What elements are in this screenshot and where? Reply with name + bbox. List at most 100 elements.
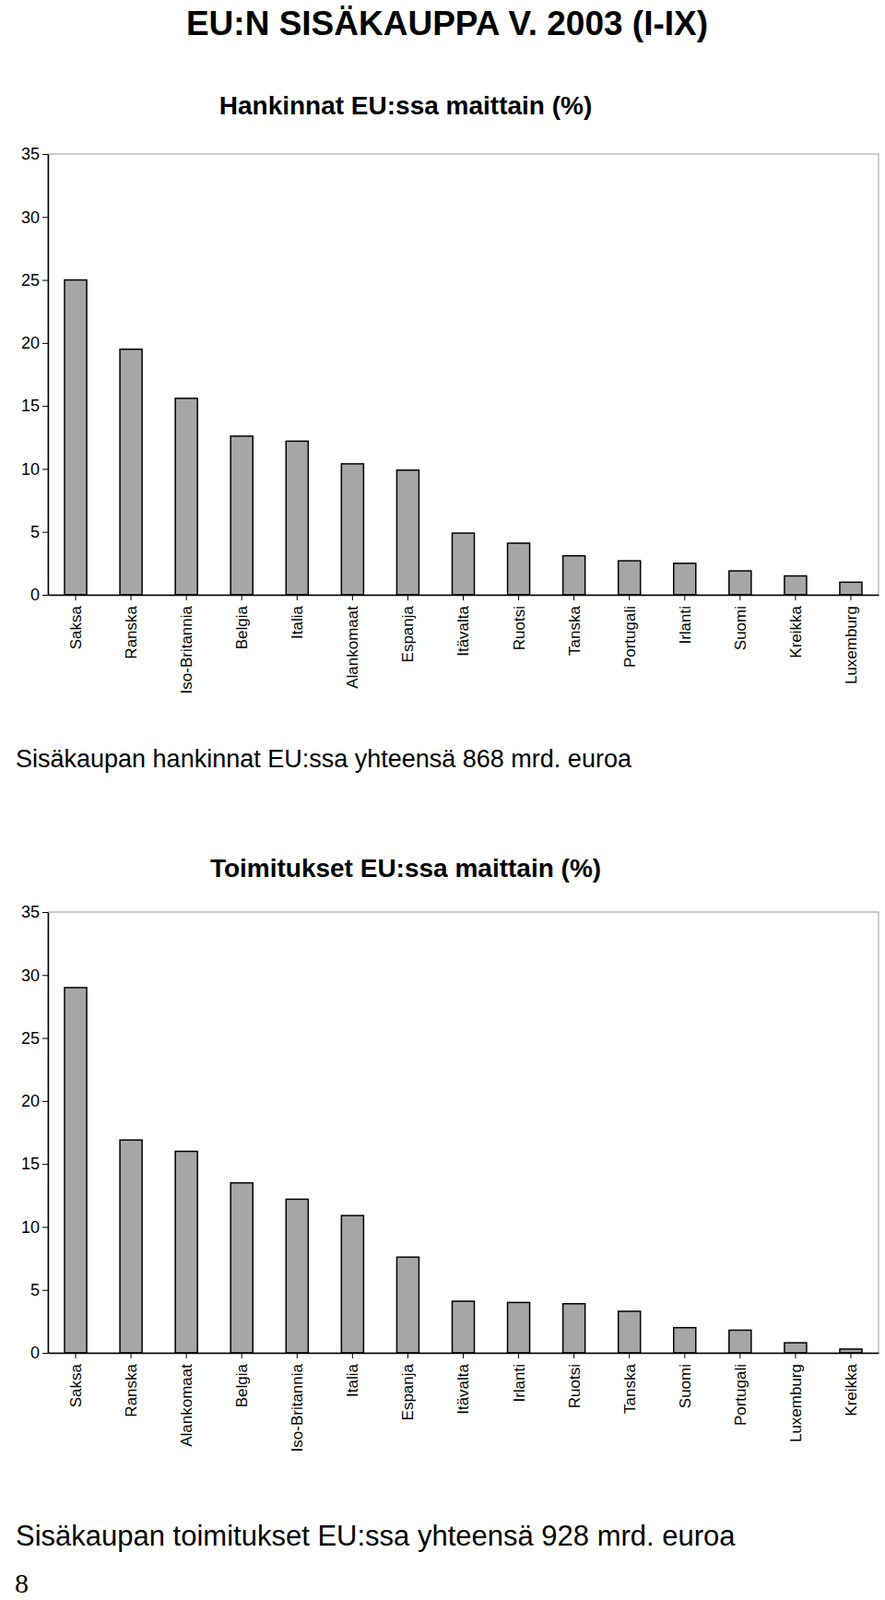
x-tick-mark <box>518 1352 520 1358</box>
x-tick-mark <box>518 594 520 601</box>
x-tick-mark <box>352 1352 354 1358</box>
x-tick: Iso-Britannia <box>288 1352 307 1452</box>
bars <box>64 280 862 595</box>
x-tick-label: Alankomaat <box>343 605 362 689</box>
x-tick-mark <box>462 594 464 601</box>
y-tick-mark <box>42 1226 48 1228</box>
x-axis: SaksaRanskaAlankomaatBelgiaIso-Britannia… <box>48 1352 880 1452</box>
y-tick-mark <box>42 974 48 976</box>
x-axis: SaksaRanskaIso-BritanniaBelgiaItaliaAlan… <box>48 594 880 694</box>
y-tick-mark <box>42 342 48 344</box>
bar <box>64 280 87 595</box>
bar <box>285 1198 308 1353</box>
x-tick: Belgia <box>233 1352 251 1407</box>
bar <box>451 1300 474 1353</box>
y-tick-label: 20 <box>21 333 40 353</box>
x-tick-label: Kreikka <box>842 1362 861 1416</box>
y-tick-label: 15 <box>21 396 40 415</box>
x-tick-mark <box>739 1352 741 1358</box>
y-tick-mark <box>42 405 48 407</box>
bar <box>285 440 308 595</box>
y-axis: 05101520253035 <box>21 902 49 1362</box>
bar <box>175 1150 198 1353</box>
x-tick-mark <box>684 594 685 601</box>
x-tick-mark <box>628 594 630 601</box>
x-tick-label: Ranska <box>122 604 141 659</box>
x-tick-mark <box>573 594 575 601</box>
y-tick: 25 <box>21 1028 48 1048</box>
bar <box>341 463 364 595</box>
y-tick: 15 <box>21 1154 48 1173</box>
bar <box>507 1301 531 1353</box>
annotation: Sisäkaupan hankinnat EU:ssa yhteensä 868… <box>15 744 633 773</box>
x-tick-label: Irlanti <box>676 605 695 645</box>
bar <box>673 563 697 595</box>
y-tick: 35 <box>21 902 48 921</box>
x-tick: Ruotsi <box>566 1352 584 1408</box>
x-tick-label: Italia <box>343 1362 362 1396</box>
plot-frame <box>47 911 879 1353</box>
x-tick: Ranska <box>122 594 141 660</box>
bar <box>784 1342 807 1353</box>
x-tick: Ruotsi <box>510 594 529 650</box>
chart: Hankinnat EU:ssa maittain (%)05101520253… <box>15 91 880 773</box>
y-tick-label: 30 <box>21 208 40 227</box>
y-tick: 0 <box>30 585 48 604</box>
x-tick: Suomi <box>731 594 750 650</box>
x-tick-mark <box>462 1352 464 1358</box>
x-tick-label: Luxemburg <box>842 605 861 685</box>
page-title: EU:N SISÄKAUPPA V. 2003 (I-IX) <box>186 4 708 43</box>
x-tick-mark <box>352 594 354 601</box>
x-tick: Irlanti <box>510 1352 529 1403</box>
x-tick-label: Belgia <box>233 604 251 649</box>
y-tick-mark <box>42 216 48 218</box>
y-tick-mark <box>42 1100 48 1102</box>
x-tick-label: Portugali <box>621 605 639 668</box>
x-tick-label: Suomi <box>676 1363 695 1408</box>
y-tick: 30 <box>21 208 48 227</box>
bar <box>729 1329 752 1353</box>
x-tick-label: Iso-Britannia <box>288 1362 307 1452</box>
x-tick: Ranska <box>122 1352 141 1417</box>
x-tick: Alankomaat <box>177 1352 196 1447</box>
y-tick: 0 <box>30 1343 48 1362</box>
y-tick-label: 10 <box>21 460 40 479</box>
y-tick: 10 <box>21 1217 48 1237</box>
x-tick-label: Tanska <box>566 604 584 655</box>
chart-title: Hankinnat EU:ssa maittain (%) <box>219 91 593 120</box>
y-tick: 35 <box>21 144 48 164</box>
y-tick-label: 5 <box>30 522 40 542</box>
x-tick-label: Tanska <box>621 1362 639 1413</box>
x-tick: Portugali <box>621 594 639 668</box>
x-tick-mark <box>130 1352 132 1358</box>
x-tick: Luxemburg <box>842 594 861 685</box>
x-tick: Tanska <box>621 1352 639 1414</box>
bar <box>396 470 419 595</box>
chart: Toimitukset EU:ssa maittain (%)051015202… <box>15 853 880 1552</box>
x-tick-mark <box>407 1352 409 1358</box>
y-tick-mark <box>42 1289 48 1291</box>
x-tick-mark <box>628 1352 630 1358</box>
y-tick-mark <box>42 468 48 470</box>
bar <box>839 1348 862 1353</box>
x-tick-label: Iso-Britannia <box>177 604 196 694</box>
x-tick: Irlanti <box>676 594 695 645</box>
x-tick-label: Suomi <box>731 605 750 650</box>
x-tick-mark <box>573 1352 575 1358</box>
x-tick-mark <box>794 1352 796 1358</box>
y-tick: 15 <box>21 396 48 415</box>
bar <box>563 1303 586 1353</box>
y-tick-mark <box>42 594 48 596</box>
y-tick-label: 5 <box>30 1280 40 1299</box>
x-tick: Tanska <box>566 594 584 656</box>
y-tick-mark <box>42 153 48 155</box>
x-tick-label: Alankomaat <box>177 1363 196 1447</box>
y-tick: 20 <box>21 333 48 353</box>
y-tick: 30 <box>21 966 48 985</box>
x-tick: Iso-Britannia <box>177 594 196 694</box>
x-tick-mark <box>75 594 77 601</box>
x-tick: Luxemburg <box>787 1352 805 1442</box>
x-tick: Itävalta <box>454 1352 472 1415</box>
y-tick-mark <box>42 1352 48 1354</box>
x-tick-mark <box>130 594 132 601</box>
